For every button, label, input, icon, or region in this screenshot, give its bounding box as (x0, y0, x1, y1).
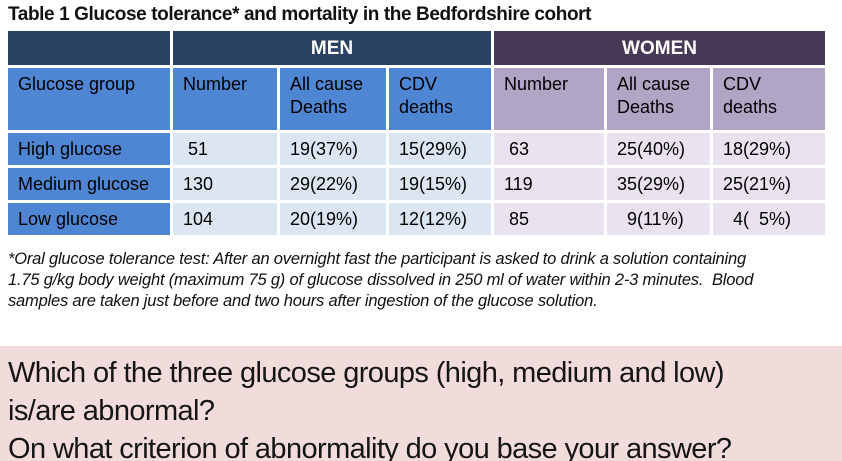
cell-medium-men-cdv: 19(15%) (389, 168, 491, 200)
men-section-header: MEN (173, 31, 491, 65)
cell-high-men-all-cause: 19(37%) (280, 133, 386, 165)
cell-high-women-number: 63 (494, 133, 604, 165)
col-header-men-number: Number (173, 68, 277, 130)
col-header-men-cdv-deaths: CDV deaths (389, 68, 491, 130)
cell-medium-women-cdv: 25(21%) (713, 168, 825, 200)
women-section-header: WOMEN (494, 31, 825, 65)
question-text: Which of the three glucose groups (high,… (8, 357, 732, 461)
cell-low-men-number: 104 (173, 203, 277, 235)
cell-high-women-cdv: 18(29%) (713, 133, 825, 165)
glucose-mortality-table: MEN WOMEN Glucose group Number All cause… (8, 31, 825, 235)
slide-page: Table 1 Glucose tolerance* and mortality… (0, 4, 842, 461)
table-corner-cell (8, 31, 170, 65)
col-header-women-cdv-deaths: CDV deaths (713, 68, 825, 130)
row-label-medium-glucose: Medium glucose (8, 168, 170, 200)
table-title: Table 1 Glucose tolerance* and mortality… (8, 4, 592, 25)
cell-medium-women-all-cause: 35(29%) (607, 168, 710, 200)
col-header-women-number: Number (494, 68, 604, 130)
col-header-women-all-cause-deaths: All cause Deaths (607, 68, 710, 130)
cell-low-men-all-cause: 20(19%) (280, 203, 386, 235)
cell-medium-women-number: 119 (494, 168, 604, 200)
glucose-test-footnote: *Oral glucose tolerance test: After an o… (8, 250, 754, 310)
cell-low-women-cdv: 4( 5%) (713, 203, 825, 235)
row-label-low-glucose: Low glucose (8, 203, 170, 235)
cell-high-men-cdv: 15(29%) (389, 133, 491, 165)
cell-low-women-all-cause: 9(11%) (607, 203, 710, 235)
cell-high-men-number: 51 (173, 133, 277, 165)
col-header-glucose-group: Glucose group (8, 68, 170, 130)
question-box: Which of the three glucose groups (high,… (0, 346, 842, 461)
col-header-men-all-cause-deaths: All cause Deaths (280, 68, 386, 130)
cell-high-women-all-cause: 25(40%) (607, 133, 710, 165)
cell-low-men-cdv: 12(12%) (389, 203, 491, 235)
cell-medium-men-all-cause: 29(22%) (280, 168, 386, 200)
cell-medium-men-number: 130 (173, 168, 277, 200)
cell-low-women-number: 85 (494, 203, 604, 235)
row-label-high-glucose: High glucose (8, 133, 170, 165)
